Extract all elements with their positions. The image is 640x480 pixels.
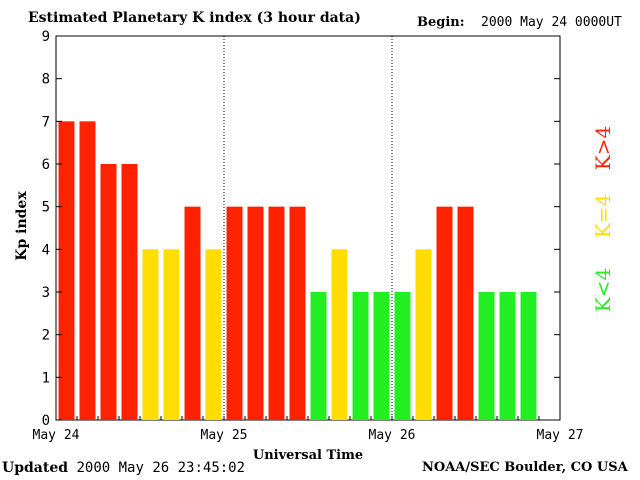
kp-bar: [163, 249, 180, 420]
kp-bar: [58, 121, 75, 420]
y-tick-label: 1: [42, 370, 50, 386]
kp-bar: [247, 206, 264, 420]
kp-bar: [79, 121, 96, 420]
kp-bar: [352, 292, 369, 420]
kp-bar: [415, 249, 432, 420]
kp-bar: [457, 206, 474, 420]
kp-bar: [121, 164, 138, 420]
chart-title: Estimated Planetary K index (3 hour data…: [28, 10, 361, 26]
y-tick-label: 9: [42, 29, 50, 45]
kp-bar: [520, 292, 537, 420]
y-tick-label: 2: [42, 328, 50, 344]
kp-bar: [331, 249, 348, 420]
y-tick-label: 7: [42, 114, 50, 130]
legend-mid: K=4: [591, 193, 615, 239]
y-tick-label: 8: [42, 72, 50, 88]
begin-value: 2000 May 24 0000UT: [481, 15, 622, 30]
kp-bar: [478, 292, 495, 420]
x-tick-label: May 24: [33, 428, 80, 443]
kp-bar: [142, 249, 159, 420]
kp-bar: [226, 206, 243, 420]
x-tick-label: May 26: [369, 428, 416, 443]
y-tick-label: 6: [42, 157, 50, 173]
x-tick-label: May 27: [537, 428, 584, 443]
legend-high: K>4: [591, 125, 615, 171]
begin-label: Begin:: [417, 15, 465, 30]
legend-low: K<4: [591, 267, 615, 313]
kp-bar: [436, 206, 453, 420]
x-tick-label: May 25: [201, 428, 248, 443]
kp-bar: [310, 292, 327, 420]
x-axis-label: Universal Time: [252, 448, 364, 463]
updated-timestamp: Updated 2000 May 26 23:45:02: [2, 460, 245, 476]
kp-bar: [394, 292, 411, 420]
kp-bar: [289, 206, 306, 420]
kp-bar: [205, 249, 222, 420]
y-axis-label: Kp index: [14, 191, 30, 261]
y-tick-label: 5: [42, 200, 50, 216]
kp-bar: [184, 206, 201, 420]
kp-bar: [499, 292, 516, 420]
y-tick-label: 3: [42, 285, 50, 301]
kp-bar: [268, 206, 285, 420]
y-tick-label: 0: [42, 413, 50, 429]
credit-text: NOAA/SEC Boulder, CO USA: [422, 460, 628, 475]
y-tick-label: 4: [42, 242, 50, 258]
updated-value: 2000 May 26 23:45:02: [76, 460, 246, 476]
kp-bar: [373, 292, 390, 420]
kp-bar: [100, 164, 117, 420]
updated-label: Updated: [2, 460, 69, 476]
